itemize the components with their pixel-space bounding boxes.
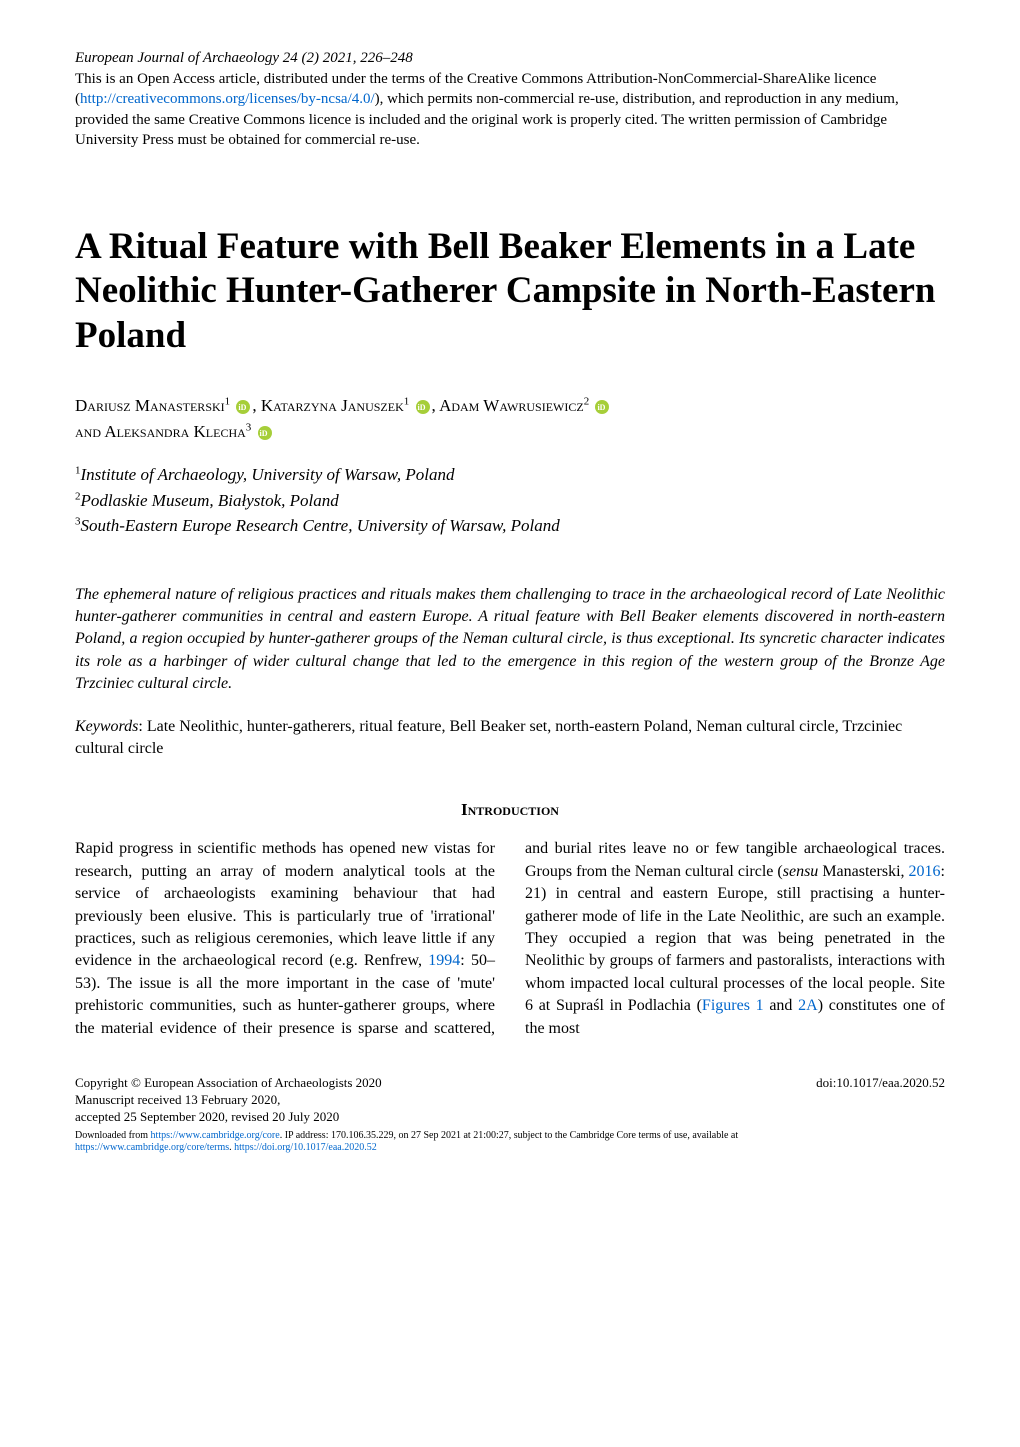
orcid-icon[interactable]	[258, 426, 272, 440]
body-text: Rapid progress in scientific methods has…	[75, 838, 945, 1040]
journal-citation: European Journal of Archaeology 24 (2) 2…	[75, 50, 945, 67]
author-3: Adam Wawrusiewicz	[439, 396, 584, 415]
figure-link[interactable]: Figures 1	[702, 997, 764, 1014]
doi-link[interactable]: https://doi.org/10.1017/eaa.2020.52	[234, 1142, 377, 1153]
copyright-notice: Copyright © European Association of Arch…	[75, 1075, 382, 1092]
sep: ,	[432, 396, 440, 415]
terms-link[interactable]: https://www.cambridge.org/core/terms	[75, 1142, 229, 1153]
sep: ,	[252, 396, 261, 415]
author-4: Aleksandra Klecha	[104, 422, 245, 441]
figure-link[interactable]: 2A	[798, 997, 818, 1014]
orcid-icon[interactable]	[236, 400, 250, 414]
affil-3: South-Eastern Europe Research Centre, Un…	[81, 516, 560, 535]
citation-year-link[interactable]: 1994	[428, 952, 460, 969]
page-footer: Copyright © European Association of Arch…	[75, 1075, 945, 1154]
download-pre: Downloaded from	[75, 1130, 151, 1141]
license-link[interactable]: http://creativecommons.org/licenses/by-n…	[80, 91, 375, 107]
abstract: The ephemeral nature of religious practi…	[75, 584, 945, 696]
author-2: Katarzyna Januszek	[261, 396, 404, 415]
section-heading-introduction: Introduction	[75, 800, 945, 820]
author-3-affil: 2	[584, 396, 590, 408]
affiliations: 1Institute of Archaeology, University of…	[75, 462, 945, 539]
download-mid: . IP address: 170.106.35.229, on 27 Sep …	[280, 1130, 738, 1141]
body-part-3: Manasterski,	[818, 863, 908, 880]
keywords: Keywords: Late Neolithic, hunter-gathere…	[75, 716, 945, 761]
body-part-1: Rapid progress in scientific methods has…	[75, 840, 495, 969]
keywords-text: : Late Neolithic, hunter-gatherers, ritu…	[75, 718, 902, 757]
citation-year-link[interactable]: 2016	[909, 863, 941, 880]
author-1-affil: 1	[225, 396, 231, 408]
doi-text: doi:10.1017/eaa.2020.52	[816, 1075, 945, 1092]
license-notice: This is an Open Access article, distribu…	[75, 69, 945, 150]
orcid-icon[interactable]	[416, 400, 430, 414]
affil-2: Podlaskie Museum, Białystok, Poland	[81, 491, 339, 510]
author-2-affil: 1	[404, 396, 410, 408]
manuscript-accepted: accepted 25 September 2020, revised 20 J…	[75, 1109, 945, 1126]
article-title: A Ritual Feature with Bell Beaker Elemen…	[75, 225, 945, 358]
download-notice: Downloaded from https://www.cambridge.or…	[75, 1130, 945, 1154]
sensu-italic: sensu	[783, 863, 819, 880]
author-4-affil: 3	[246, 421, 252, 433]
cambridge-core-link[interactable]: https://www.cambridge.org/core	[151, 1130, 280, 1141]
author-list: Dariusz Manasterski1 , Katarzyna Janusze…	[75, 393, 945, 444]
author-1: Dariusz Manasterski	[75, 396, 225, 415]
affil-1: Institute of Archaeology, University of …	[81, 465, 455, 484]
body-part-4: : 21) in central and eastern Europe, sti…	[525, 863, 945, 1014]
manuscript-received: Manuscript received 13 February 2020,	[75, 1092, 945, 1109]
keywords-label: Keywords	[75, 718, 138, 735]
body-and: and	[764, 997, 799, 1014]
and: and	[75, 422, 104, 441]
orcid-icon[interactable]	[595, 400, 609, 414]
